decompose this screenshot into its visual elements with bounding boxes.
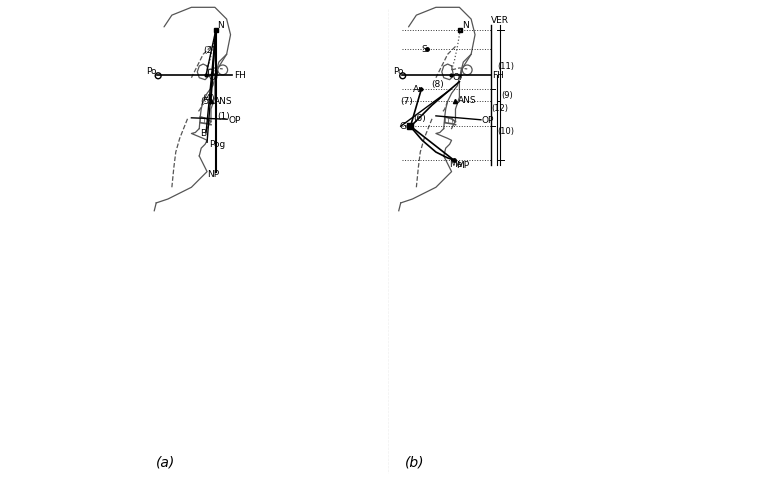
Text: (a): (a) xyxy=(156,454,175,468)
Text: ANS: ANS xyxy=(213,97,232,106)
Text: NP: NP xyxy=(207,169,220,178)
Text: (4): (4) xyxy=(203,94,215,103)
Text: Po: Po xyxy=(393,67,404,76)
Text: (1): (1) xyxy=(217,112,230,121)
Text: Me: Me xyxy=(449,160,463,168)
Text: (6): (6) xyxy=(413,114,426,123)
Text: B: B xyxy=(200,129,206,138)
Text: VER: VER xyxy=(491,17,509,25)
Text: MP: MP xyxy=(456,161,469,170)
Text: (12): (12) xyxy=(492,104,509,113)
Text: Po: Po xyxy=(146,67,157,76)
Text: Or: Or xyxy=(452,73,463,81)
Text: (8): (8) xyxy=(431,80,444,88)
Text: (7): (7) xyxy=(400,97,414,106)
Text: (2): (2) xyxy=(203,46,216,55)
Text: S: S xyxy=(421,45,427,54)
Text: (9): (9) xyxy=(501,91,513,100)
Text: (3): (3) xyxy=(206,69,219,78)
Text: (10): (10) xyxy=(497,127,514,136)
Text: N: N xyxy=(462,21,469,30)
Text: Ar: Ar xyxy=(413,85,422,94)
Text: FH: FH xyxy=(492,71,504,80)
Text: Pog: Pog xyxy=(210,140,226,149)
Text: Or: Or xyxy=(208,73,219,81)
Text: (11): (11) xyxy=(497,62,514,71)
Text: OP: OP xyxy=(482,116,494,125)
Text: N: N xyxy=(217,21,224,30)
Text: Go: Go xyxy=(400,122,412,130)
Text: (5): (5) xyxy=(200,96,213,105)
Text: OP: OP xyxy=(228,116,241,124)
Text: FH: FH xyxy=(234,71,246,80)
Text: (b): (b) xyxy=(405,454,424,468)
Text: ANS: ANS xyxy=(458,96,476,105)
